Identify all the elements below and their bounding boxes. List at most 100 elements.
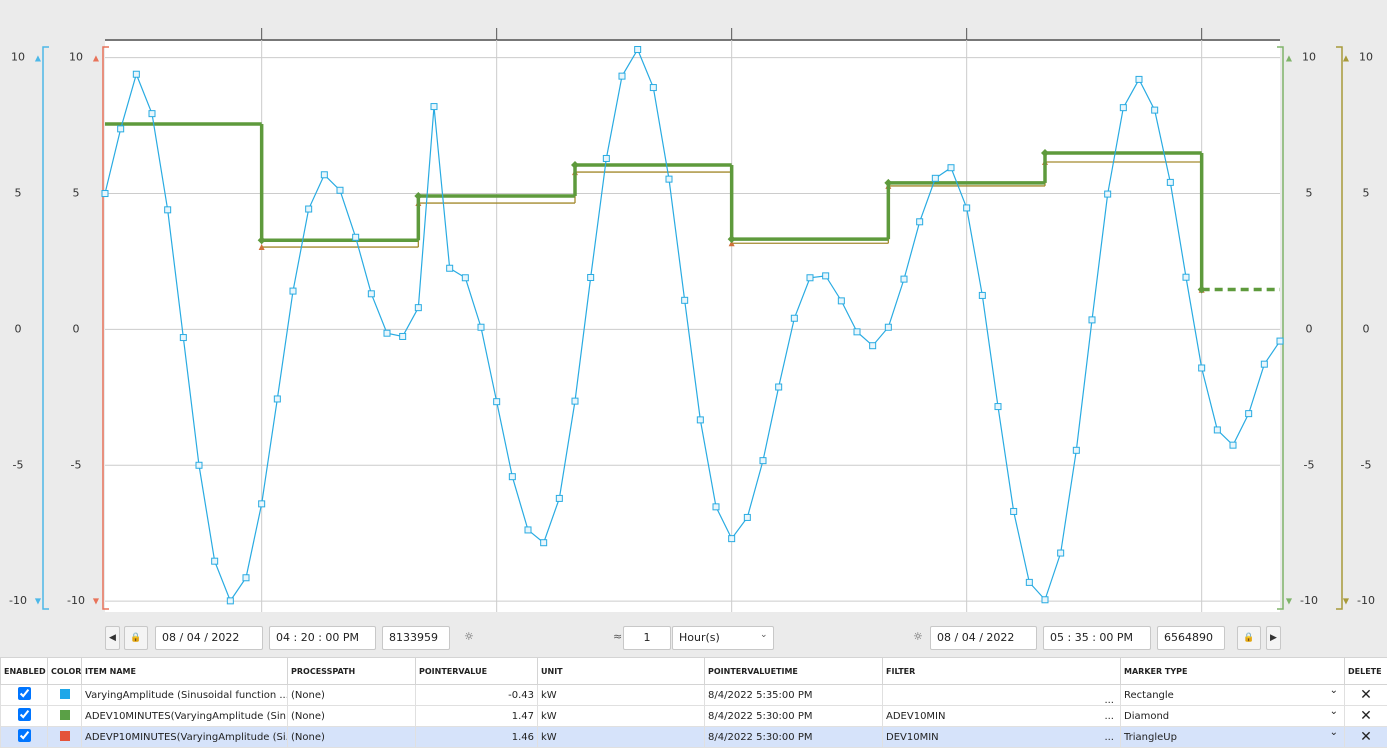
color-swatch[interactable] (60, 689, 70, 699)
table-cell: VaryingAmplitude (Sinusoidal function ..… (82, 685, 288, 706)
next-button[interactable]: ▶ (1266, 626, 1281, 650)
data-marker (118, 126, 124, 132)
filter-more[interactable]: ... (1104, 711, 1114, 722)
dropdown-arrow[interactable]: ⌄ (1330, 685, 1338, 696)
data-marker (525, 527, 531, 533)
data-marker (1042, 597, 1048, 603)
y-tick-label: 10 (1359, 51, 1373, 64)
data-marker (776, 384, 782, 390)
column-header: UNIT (538, 658, 705, 685)
column-header: ENABLED (1, 658, 48, 685)
y-tick-label: 0 (15, 322, 22, 335)
axis-arrow: ▲ (1343, 54, 1350, 63)
color-swatch[interactable] (60, 710, 70, 720)
y-tick-label: -10 (1300, 594, 1318, 607)
y-tick-label: -5 (1304, 458, 1315, 471)
data-marker (791, 315, 797, 321)
data-marker (870, 343, 876, 349)
table-cell: -0.43 (416, 685, 538, 706)
column-header: POINTERVALUE (416, 658, 538, 685)
data-marker (400, 333, 406, 339)
interval-unit[interactable]: Hour(s) (672, 626, 774, 650)
data-marker (1011, 508, 1017, 514)
approx-icon: ≈ (613, 630, 622, 643)
table-cell: (None) (288, 727, 416, 748)
y-tick-label: 0 (73, 322, 80, 335)
end-counter[interactable]: 6564890 (1157, 626, 1225, 650)
delete-cell[interactable]: ✕ (1345, 706, 1387, 727)
filter-more[interactable]: ... (1104, 695, 1114, 706)
enabled-checkbox[interactable] (18, 687, 31, 700)
data-marker (274, 396, 280, 402)
table-row: ADEVP10MINUTES(VaryingAmplitude (Si...(N… (1, 727, 1387, 748)
data-marker (196, 462, 202, 468)
data-marker (823, 273, 829, 279)
column-header: FILTER (883, 658, 1121, 685)
color-cell (48, 706, 82, 727)
table-cell: 8/4/2022 5:30:00 PM (705, 727, 883, 748)
color-cell (48, 685, 82, 706)
y-tick-label: 0 (1306, 322, 1313, 335)
data-marker (572, 398, 578, 404)
table-row: ADEV10MINUTES(VaryingAmplitude (Sin...(N… (1, 706, 1387, 727)
data-marker (1105, 191, 1111, 197)
y-tick-label: -10 (67, 594, 85, 607)
data-marker (635, 47, 641, 53)
dropdown-arrow[interactable]: ⌄ (1330, 706, 1338, 717)
y-tick-label: -10 (9, 594, 27, 607)
delete-cell[interactable]: ✕ (1345, 727, 1387, 748)
data-marker (1183, 274, 1189, 280)
filter-more[interactable]: ... (1104, 732, 1114, 743)
column-header: POINTERVALUETIME (705, 658, 883, 685)
table-cell: 8/4/2022 5:35:00 PM (705, 685, 883, 706)
lock-button[interactable]: 🔒 (1237, 626, 1261, 650)
data-marker (541, 540, 547, 546)
data-marker (1152, 107, 1158, 113)
end-time[interactable]: 05 : 35 : 00 PM (1043, 626, 1151, 650)
axis-arrow: ▼ (1286, 597, 1293, 606)
start-counter[interactable]: 8133959 (382, 626, 450, 650)
table-row: VaryingAmplitude (Sinusoidal function ..… (1, 685, 1387, 706)
y-tick-label: 5 (1306, 187, 1313, 200)
data-marker (556, 495, 562, 501)
data-marker (588, 274, 594, 280)
data-marker (212, 558, 218, 564)
enabled-checkbox[interactable] (18, 708, 31, 721)
enabled-checkbox[interactable] (18, 729, 31, 742)
y-tick-label: -5 (71, 458, 82, 471)
data-marker (337, 187, 343, 193)
data-marker (1073, 447, 1079, 453)
column-header: ITEM NAME (82, 658, 288, 685)
data-marker (1026, 579, 1032, 585)
data-marker (1058, 550, 1064, 556)
start-date[interactable]: 08 / 04 / 2022 (155, 626, 263, 650)
lock-button[interactable]: 🔒 (124, 626, 148, 650)
y-tick-label: -5 (13, 458, 24, 471)
dropdown-arrow[interactable]: ⌄ (1330, 727, 1338, 738)
data-marker (494, 399, 500, 405)
axis-arrow: ▼ (35, 597, 42, 606)
y-tick-label: -10 (1357, 594, 1375, 607)
color-swatch[interactable] (60, 731, 70, 741)
column-header: COLOR (48, 658, 82, 685)
data-marker (744, 514, 750, 520)
y-axis (43, 47, 49, 609)
start-time[interactable]: 04 : 20 : 00 PM (269, 626, 376, 650)
interval-input[interactable]: 1 (623, 626, 671, 650)
y-axis (1336, 47, 1342, 609)
delete-cell[interactable]: ✕ (1345, 685, 1387, 706)
data-marker (1214, 427, 1220, 433)
data-marker (415, 305, 421, 311)
data-marker (1089, 317, 1095, 323)
data-marker (1246, 411, 1252, 417)
enabled-cell (1, 685, 48, 706)
data-marker (306, 206, 312, 212)
data-marker (384, 330, 390, 336)
data-marker (619, 73, 625, 79)
prev-button[interactable]: ◀ (105, 626, 120, 650)
data-marker (885, 324, 891, 330)
end-date[interactable]: 08 / 04 / 2022 (930, 626, 1037, 650)
data-marker (1167, 179, 1173, 185)
